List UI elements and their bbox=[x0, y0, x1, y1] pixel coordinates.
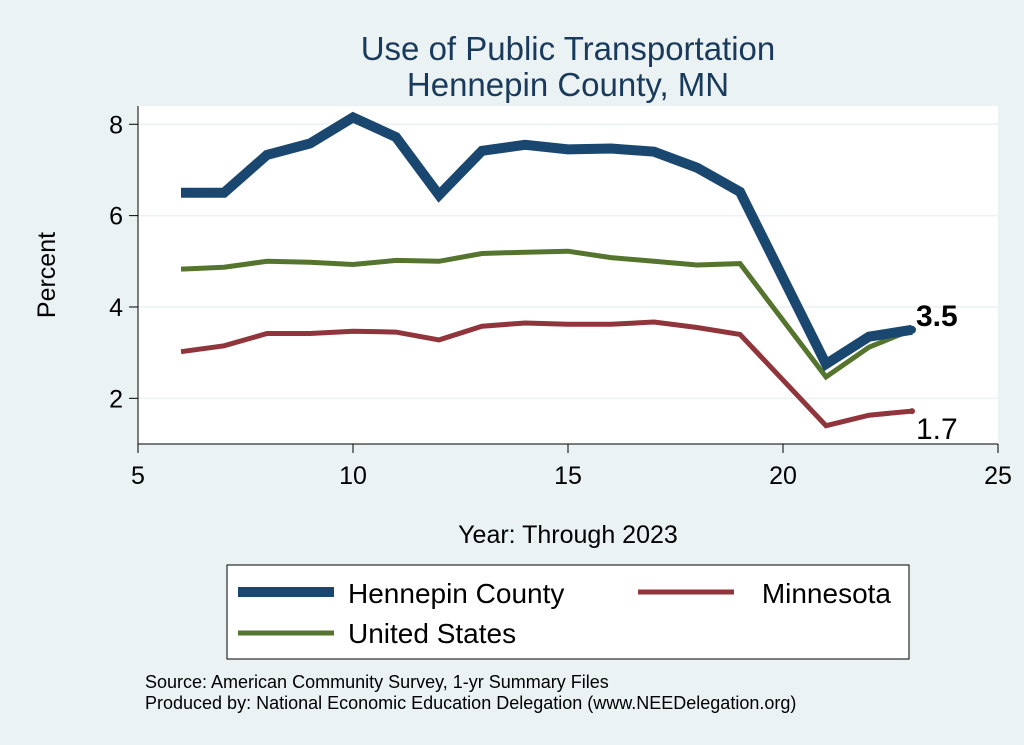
chart-root: Use of Public Transportation Hennepin Co… bbox=[0, 0, 1024, 745]
y-tick-label-2: 2 bbox=[109, 385, 123, 413]
y-tick-label-4: 4 bbox=[109, 294, 123, 322]
chart-title-line-2: Hennepin County, MN bbox=[407, 66, 729, 103]
x-axis-title: Year: Through 2023 bbox=[458, 521, 678, 549]
end-value-label-hennepin-county: 3.5 bbox=[916, 300, 958, 333]
x-tick-label-20: 20 bbox=[769, 462, 797, 490]
series-end-point-hennepin-county bbox=[908, 326, 916, 334]
x-tick-label-5: 5 bbox=[131, 462, 145, 490]
legend-label-minnesota: Minnesota bbox=[762, 578, 892, 609]
y-tick-label-8: 8 bbox=[109, 111, 123, 139]
legend-label-hennepin-county: Hennepin County bbox=[348, 578, 564, 609]
legend-label-united-states: United States bbox=[348, 618, 516, 649]
y-tick-label-6: 6 bbox=[109, 203, 123, 231]
legend: Hennepin County Minnesota United States bbox=[227, 565, 909, 659]
end-value-label-minnesota: 1.7 bbox=[916, 413, 958, 446]
source-note: Source: American Community Survey, 1-yr … bbox=[145, 672, 609, 692]
x-tick-label-25: 25 bbox=[984, 462, 1012, 490]
chart-title-line-1: Use of Public Transportation bbox=[361, 30, 776, 67]
x-tick-label-15: 15 bbox=[554, 462, 582, 490]
producer-note: Produced by: National Economic Education… bbox=[145, 693, 796, 713]
y-axis-title: Percent bbox=[33, 232, 61, 318]
x-tick-label-10: 10 bbox=[339, 462, 367, 490]
series-end-point-minnesota bbox=[909, 408, 915, 414]
